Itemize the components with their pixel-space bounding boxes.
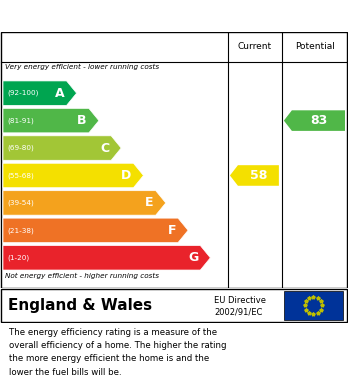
Text: Energy Efficiency Rating: Energy Efficiency Rating <box>10 9 232 23</box>
Bar <box>284 291 343 320</box>
Text: England & Wales: England & Wales <box>8 298 152 313</box>
Text: (81-91): (81-91) <box>7 117 34 124</box>
Text: (69-80): (69-80) <box>7 145 34 151</box>
Polygon shape <box>3 136 121 160</box>
Text: 83: 83 <box>310 114 327 127</box>
Text: A: A <box>55 87 65 100</box>
Text: 2002/91/EC: 2002/91/EC <box>214 307 262 316</box>
Text: G: G <box>188 251 198 264</box>
Text: C: C <box>100 142 109 154</box>
Text: (1-20): (1-20) <box>7 255 29 261</box>
Text: (92-100): (92-100) <box>7 90 38 97</box>
Polygon shape <box>3 191 166 215</box>
Polygon shape <box>3 246 210 270</box>
Text: E: E <box>145 196 154 210</box>
Text: Not energy efficient - higher running costs: Not energy efficient - higher running co… <box>5 273 159 279</box>
Text: Potential: Potential <box>295 42 335 51</box>
Text: (21-38): (21-38) <box>7 227 34 233</box>
Text: 58: 58 <box>250 169 267 182</box>
Polygon shape <box>230 165 279 186</box>
Text: Current: Current <box>238 42 272 51</box>
Text: B: B <box>77 114 87 127</box>
Text: F: F <box>167 224 176 237</box>
Text: (39-54): (39-54) <box>7 200 34 206</box>
Text: Very energy efficient - lower running costs: Very energy efficient - lower running co… <box>5 63 159 70</box>
Polygon shape <box>3 108 99 133</box>
Text: D: D <box>121 169 132 182</box>
Text: EU Directive: EU Directive <box>214 296 266 305</box>
Polygon shape <box>3 81 77 106</box>
Polygon shape <box>284 110 345 131</box>
Polygon shape <box>3 163 143 188</box>
Polygon shape <box>3 218 188 242</box>
Text: The energy efficiency rating is a measure of the
overall efficiency of a home. T: The energy efficiency rating is a measur… <box>9 328 226 377</box>
Text: (55-68): (55-68) <box>7 172 34 179</box>
